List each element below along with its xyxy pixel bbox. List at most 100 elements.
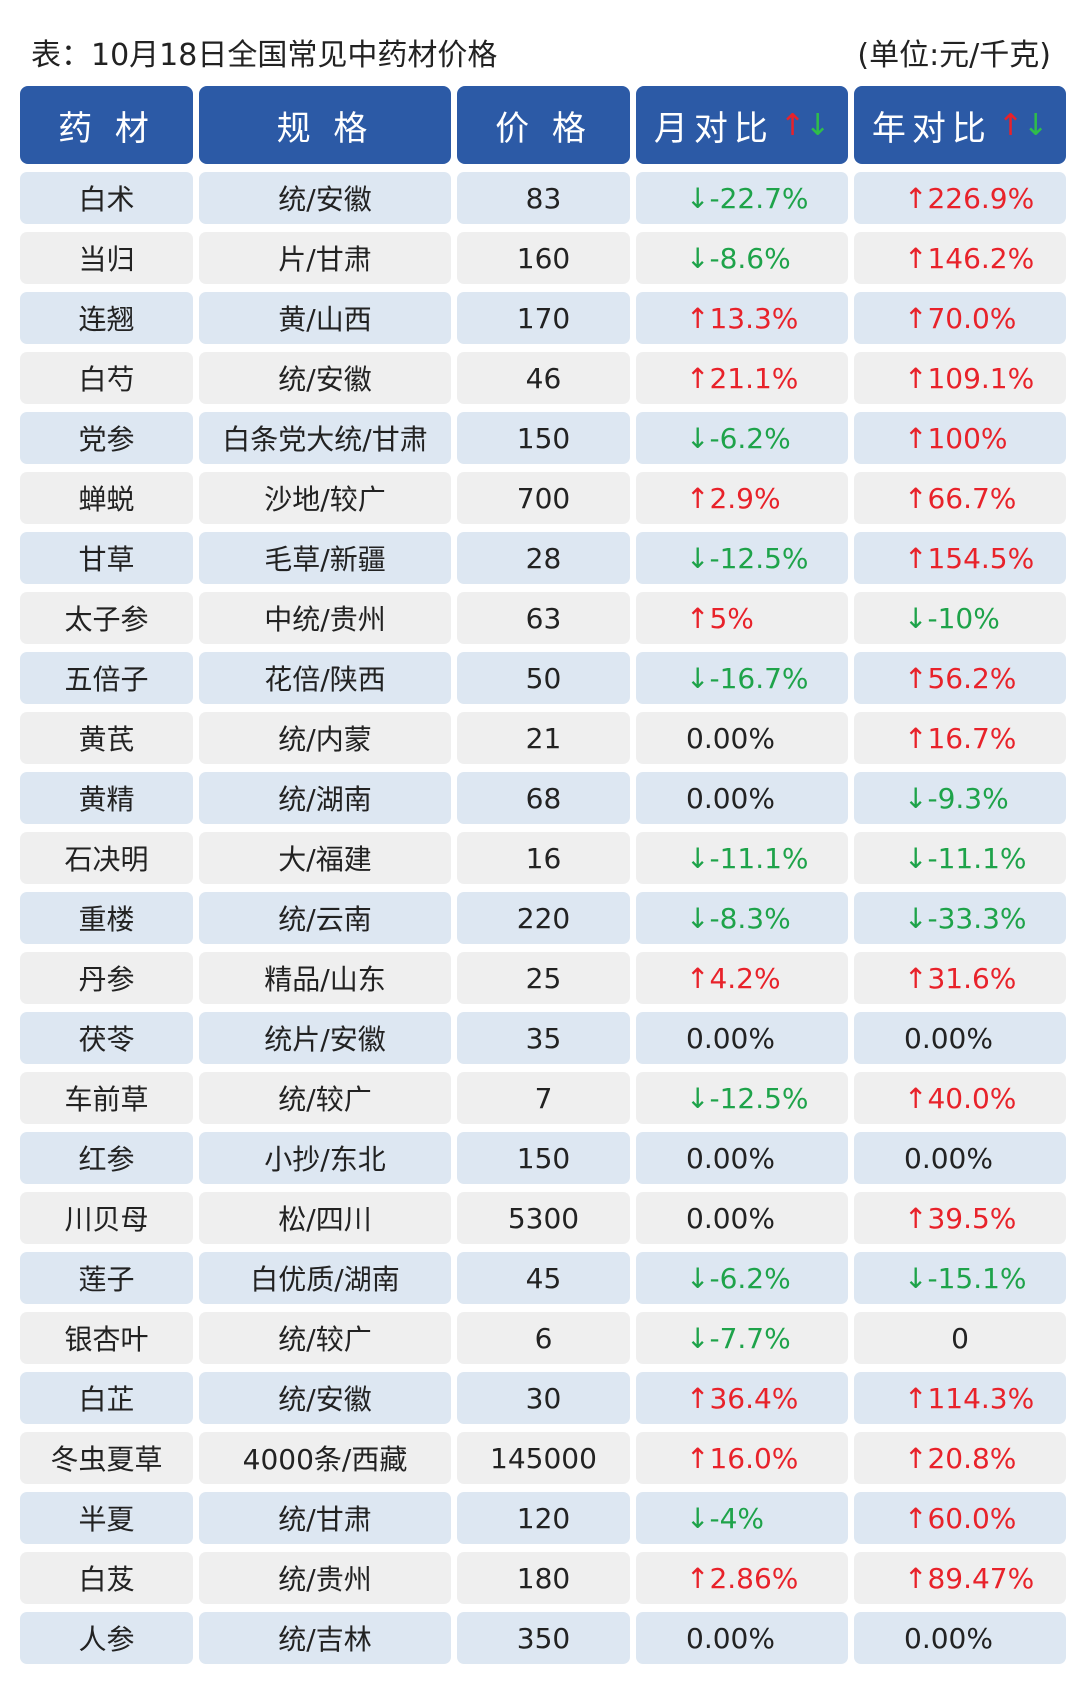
cell-name: 蝉蜕 xyxy=(20,472,193,524)
header-price-label: 价 格 xyxy=(495,108,592,149)
cell-name: 白术 xyxy=(20,172,193,224)
header-year: 年对比 ↑↓ xyxy=(854,86,1066,164)
header-spec-label: 规 格 xyxy=(276,108,374,149)
down-arrow-icon: ↓ xyxy=(1023,107,1049,143)
cell-spec: 统/湖南 xyxy=(199,772,451,824)
cell-year: ↑154.5% xyxy=(854,532,1066,584)
cell-spec: 统片/安徽 xyxy=(199,1012,451,1064)
cell-name: 冬虫夏草 xyxy=(20,1432,193,1484)
cell-year: ↓-9.3% xyxy=(854,772,1066,824)
cell-month: ↑2.86% xyxy=(636,1552,848,1604)
header-name: 药 材 xyxy=(20,86,193,164)
cell-price: 5300 xyxy=(457,1192,630,1244)
cell-name: 五倍子 xyxy=(20,652,193,704)
cell-price: 145000 xyxy=(457,1432,630,1484)
cell-year: ↓-11.1% xyxy=(854,832,1066,884)
cell-spec: 毛草/新疆 xyxy=(199,532,451,584)
cell-month: ↓-4% xyxy=(636,1492,848,1544)
cell-spec: 统/安徽 xyxy=(199,352,451,404)
cell-price: 170 xyxy=(457,292,630,344)
cell-month: ↑21.1% xyxy=(636,352,848,404)
cell-year: 0 xyxy=(854,1312,1066,1364)
cell-spec: 统/安徽 xyxy=(199,1372,451,1424)
cell-price: 700 xyxy=(457,472,630,524)
cell-spec: 花倍/陕西 xyxy=(199,652,451,704)
table-caption: 表：10月18日全国常见中药材价格 (单位:元/千克) xyxy=(31,22,1051,82)
header-year-arrows: ↑↓ xyxy=(998,108,1048,143)
cell-month: ↑5% xyxy=(636,592,848,644)
cell-month: ↓-8.3% xyxy=(636,892,848,944)
cell-spec: 片/甘肃 xyxy=(199,232,451,284)
cell-price: 45 xyxy=(457,1252,630,1304)
cell-month: ↑4.2% xyxy=(636,952,848,1004)
unit-label: (单位:元/千克) xyxy=(857,38,1051,73)
cell-year: ↑66.7% xyxy=(854,472,1066,524)
cell-name: 莲子 xyxy=(20,1252,193,1304)
cell-month: 0.00% xyxy=(636,712,848,764)
cell-year: ↑60.0% xyxy=(854,1492,1066,1544)
header-month: 月对比 ↑↓ xyxy=(636,86,848,164)
cell-month: ↓-6.2% xyxy=(636,1252,848,1304)
cell-spec: 统/安徽 xyxy=(199,172,451,224)
cell-year: ↓-10% xyxy=(854,592,1066,644)
cell-month: 0.00% xyxy=(636,1192,848,1244)
cell-year: 0.00% xyxy=(854,1012,1066,1064)
cell-month: 0.00% xyxy=(636,772,848,824)
cell-year: 0.00% xyxy=(854,1612,1066,1664)
up-arrow-icon: ↑ xyxy=(997,107,1023,143)
cell-month: 0.00% xyxy=(636,1612,848,1664)
cell-year: ↑40.0% xyxy=(854,1072,1066,1124)
cell-year: ↑16.7% xyxy=(854,712,1066,764)
cell-month: ↓-12.5% xyxy=(636,1072,848,1124)
cell-name: 丹参 xyxy=(20,952,193,1004)
cell-price: 7 xyxy=(457,1072,630,1124)
cell-month: ↑36.4% xyxy=(636,1372,848,1424)
cell-price: 150 xyxy=(457,412,630,464)
header-price: 价 格 xyxy=(457,86,630,164)
cell-name: 重楼 xyxy=(20,892,193,944)
cell-month: ↓-7.7% xyxy=(636,1312,848,1364)
cell-price: 220 xyxy=(457,892,630,944)
cell-month: 0.00% xyxy=(636,1012,848,1064)
cell-price: 21 xyxy=(457,712,630,764)
cell-name: 茯苓 xyxy=(20,1012,193,1064)
cell-year: ↑70.0% xyxy=(854,292,1066,344)
cell-year: ↑89.47% xyxy=(854,1552,1066,1604)
cell-year: ↑31.6% xyxy=(854,952,1066,1004)
header-month-label: 月对比 xyxy=(653,108,774,149)
cell-year: ↑39.5% xyxy=(854,1192,1066,1244)
cell-year: ↑56.2% xyxy=(854,652,1066,704)
cell-name: 川贝母 xyxy=(20,1192,193,1244)
cell-name: 人参 xyxy=(20,1612,193,1664)
cell-spec: 白优质/湖南 xyxy=(199,1252,451,1304)
cell-price: 120 xyxy=(457,1492,630,1544)
header-year-label: 年对比 xyxy=(871,108,992,149)
cell-name: 白芍 xyxy=(20,352,193,404)
cell-year: ↑109.1% xyxy=(854,352,1066,404)
cell-year: ↑20.8% xyxy=(854,1432,1066,1484)
cell-spec: 白条党大统/甘肃 xyxy=(199,412,451,464)
cell-name: 当归 xyxy=(20,232,193,284)
cell-name: 连翘 xyxy=(20,292,193,344)
cell-price: 30 xyxy=(457,1372,630,1424)
cell-spec: 统/内蒙 xyxy=(199,712,451,764)
cell-price: 350 xyxy=(457,1612,630,1664)
cell-month: ↑2.9% xyxy=(636,472,848,524)
cell-price: 68 xyxy=(457,772,630,824)
cell-price: 63 xyxy=(457,592,630,644)
cell-month: 0.00% xyxy=(636,1132,848,1184)
cell-spec: 小抄/东北 xyxy=(199,1132,451,1184)
up-arrow-icon: ↑ xyxy=(779,107,805,143)
cell-month: ↓-16.7% xyxy=(636,652,848,704)
cell-name: 白芷 xyxy=(20,1372,193,1424)
cell-name: 半夏 xyxy=(20,1492,193,1544)
cell-spec: 精品/山东 xyxy=(199,952,451,1004)
cell-price: 28 xyxy=(457,532,630,584)
cell-year: 0.00% xyxy=(854,1132,1066,1184)
cell-name: 红参 xyxy=(20,1132,193,1184)
cell-price: 25 xyxy=(457,952,630,1004)
cell-price: 50 xyxy=(457,652,630,704)
cell-month: ↓-22.7% xyxy=(636,172,848,224)
cell-spec: 统/贵州 xyxy=(199,1552,451,1604)
cell-name: 黄精 xyxy=(20,772,193,824)
